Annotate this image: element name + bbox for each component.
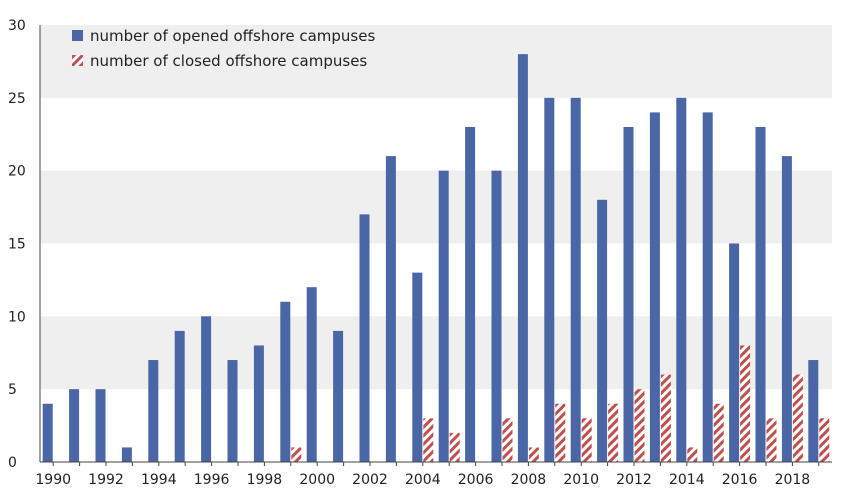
x-tick-label-1994: 1994 [141,472,177,488]
x-tick-label-2006: 2006 [458,472,494,488]
grid-band [40,25,832,98]
bar-closed-2019 [819,418,830,462]
bar-opened-2002 [359,214,370,462]
bar-closed-2009 [555,403,566,462]
bar-opened-1999 [280,301,291,462]
bar-closed-2008 [528,447,539,462]
bar-opened-1997 [227,360,238,462]
bar-opened-1990 [42,403,53,462]
legend-label-opened: number of opened offshore campuses [90,27,375,45]
bar-closed-2013 [660,374,671,462]
x-tick-label-2002: 2002 [352,472,388,488]
bar-opened-2007 [491,170,502,462]
bar-opened-1992 [95,389,106,462]
bar-closed-2015 [713,403,724,462]
bar-opened-1994 [148,360,159,462]
bar-opened-2014 [676,97,687,462]
x-tick-label-2010: 2010 [563,472,599,488]
bar-closed-2018 [792,374,803,462]
bar-closed-2005 [449,432,460,462]
bars-group [42,54,830,463]
bar-opened-2017 [755,126,766,462]
bar-opened-2005 [438,170,449,462]
bar-closed-1999 [291,447,302,462]
y-tick-label-30: 30 [8,18,26,34]
bar-opened-2001 [333,330,344,462]
y-tick-label-15: 15 [8,237,26,253]
legend: number of opened offshore campuses numbe… [72,27,375,70]
x-tick-label-2018: 2018 [775,472,811,488]
bar-opened-1996 [201,316,212,462]
grid-band [40,316,832,390]
bar-closed-2011 [608,403,619,462]
bar-opened-2015 [702,112,713,463]
bar-opened-2010 [570,97,581,462]
bar-opened-2009 [544,97,555,462]
bar-closed-2016 [740,345,751,462]
bar-opened-1995 [174,330,185,462]
legend-swatch-closed [72,55,83,66]
bar-opened-1993 [121,447,132,462]
x-tick-label-1990: 1990 [35,472,71,488]
bar-opened-2004 [412,272,423,462]
x-tick-label-2008: 2008 [511,472,547,488]
bar-opened-2003 [385,156,396,462]
bar-opened-2019 [808,360,819,462]
bar-opened-2008 [517,54,528,463]
bar-closed-2010 [581,418,592,462]
x-tick-label-1998: 1998 [247,472,283,488]
bar-opened-1998 [253,345,264,462]
bar-opened-2012 [623,126,634,462]
bar-opened-2013 [649,112,660,463]
y-tick-label-20: 20 [8,164,26,180]
bar-closed-2004 [423,418,434,462]
x-tick-label-2014: 2014 [669,472,705,488]
bar-closed-2017 [766,418,777,462]
grid-bands [40,25,832,390]
bar-closed-2014 [687,447,698,462]
y-tick-label-5: 5 [8,382,17,398]
bar-opened-2016 [729,243,740,462]
bar-opened-2000 [306,287,317,462]
x-tick-label-2012: 2012 [616,472,652,488]
bar-opened-1991 [69,389,80,462]
x-tick-label-1996: 1996 [194,472,230,488]
bar-closed-2007 [502,418,513,462]
bar-opened-2006 [465,126,476,462]
grid-band [40,170,832,244]
bar-opened-2011 [597,199,608,463]
x-tick-label-2016: 2016 [722,472,758,488]
y-tick-label-10: 10 [8,309,26,325]
axes-group: 0 5 10 15 20 25 30 1990 1992 1994 1996 1998 2000 2002… [8,18,832,488]
y-tick-label-25: 25 [8,91,26,107]
x-tick-label-2004: 2004 [405,472,441,488]
bar-opened-2018 [781,156,792,462]
bar-closed-2012 [634,389,645,462]
x-tick-label-2000: 2000 [299,472,335,488]
y-tick-label-0: 0 [8,455,17,471]
x-tick-label-1992: 1992 [88,472,124,488]
legend-swatch-opened [72,30,83,41]
legend-label-closed: number of closed offshore campuses [90,52,367,70]
